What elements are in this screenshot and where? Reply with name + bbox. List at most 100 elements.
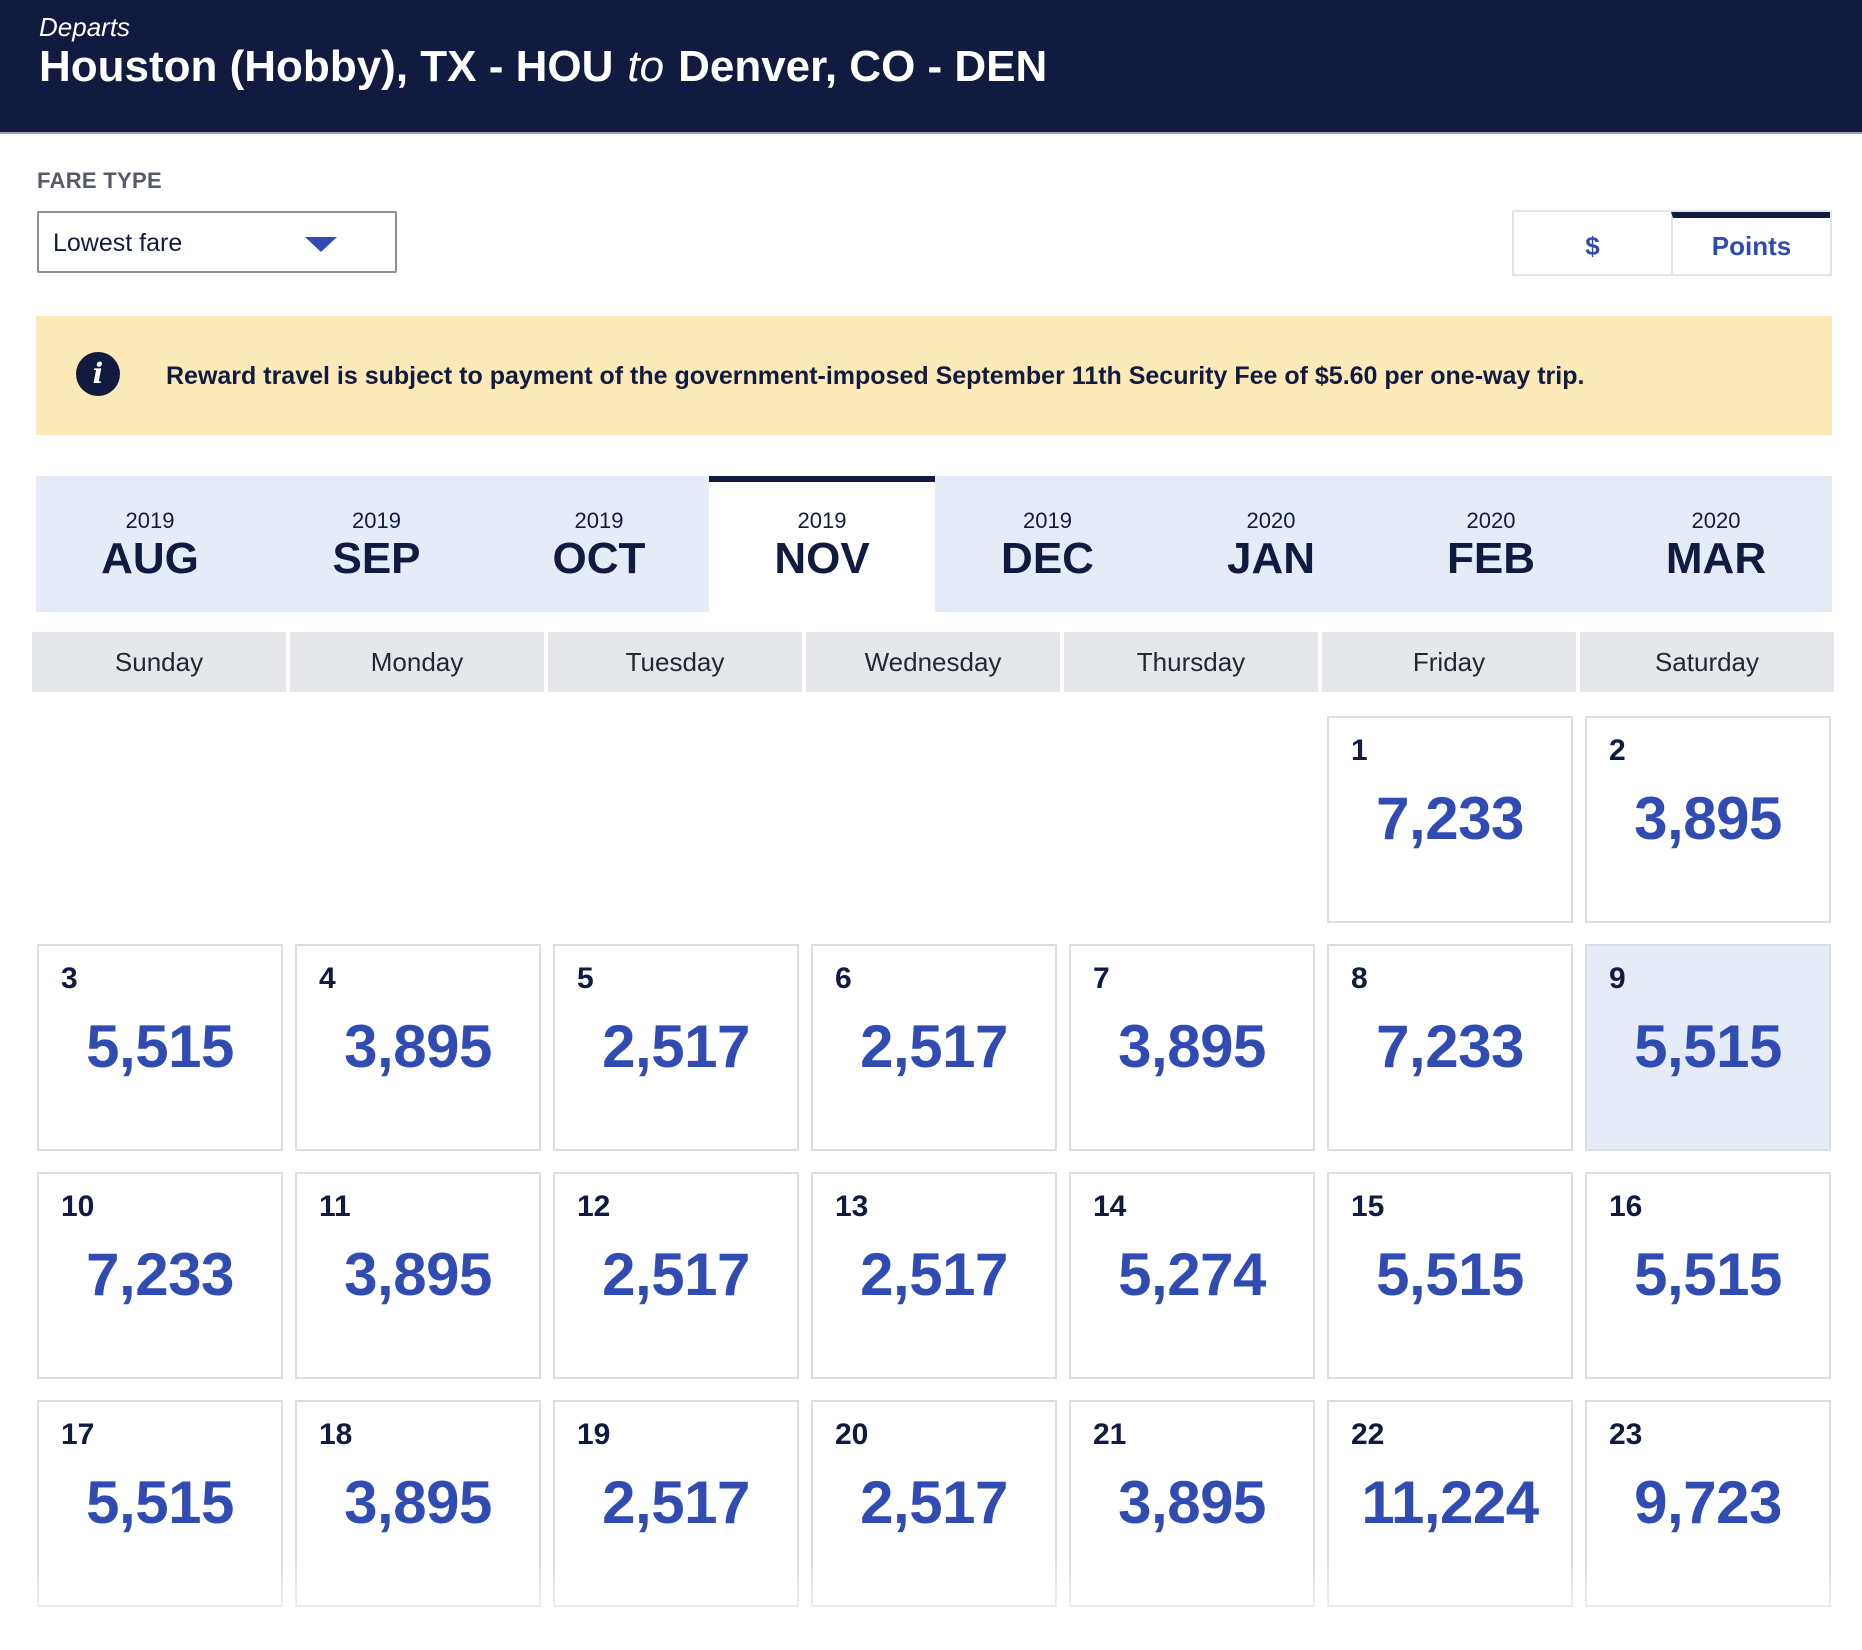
day-price-points: 7,233 <box>86 1241 234 1308</box>
calendar-day-cell[interactable]: 2 3,895 <box>1585 716 1831 923</box>
currency-toggle: $ Points <box>1512 210 1832 276</box>
fare-type-select[interactable]: Lowest fare <box>37 211 397 273</box>
day-price-points: 3,895 <box>1118 1469 1266 1536</box>
points-option[interactable]: Points <box>1671 212 1830 274</box>
calendar-day-cell[interactable]: 18 3,895 <box>295 1400 541 1607</box>
weekday-wednesday: Wednesday <box>806 632 1060 692</box>
day-number: 3 <box>61 962 78 995</box>
day-number: 10 <box>61 1190 95 1223</box>
page-header: Departs Houston (Hobby), TX - HOU to Denve… <box>0 0 1862 134</box>
fare-type-label: FARE TYPE <box>37 168 162 193</box>
weekday-thursday: Thursday <box>1064 632 1318 692</box>
month-tab-year: 2019 <box>1023 508 1072 533</box>
calendar-day-cell[interactable]: 5 2,517 <box>553 944 799 1151</box>
calendar-day-cell[interactable]: 6 2,517 <box>811 944 1057 1151</box>
destination-airport: Denver, CO - DEN <box>678 42 1048 91</box>
day-number: 17 <box>61 1418 95 1451</box>
calendar-day-cell[interactable]: 21 3,895 <box>1069 1400 1315 1607</box>
chevron-down-icon <box>305 237 337 252</box>
month-tab-nov[interactable]: 2019 NOV <box>709 476 935 612</box>
month-tab-name: SEP <box>332 534 421 583</box>
calendar-day-cell[interactable]: 14 5,274 <box>1069 1172 1315 1379</box>
calendar-day-cell[interactable]: 20 2,517 <box>811 1400 1057 1607</box>
day-price-points: 3,895 <box>1634 785 1782 852</box>
month-tab-year: 2020 <box>1691 508 1741 533</box>
month-tab-aug[interactable]: 2019 AUG <box>36 476 264 612</box>
month-tab-oct[interactable]: 2019 OCT <box>489 476 709 612</box>
month-tab-feb[interactable]: 2020 FEB <box>1382 476 1600 612</box>
day-number: 20 <box>835 1418 869 1451</box>
fare-type-value: Lowest fare <box>53 229 183 257</box>
day-price-points: 3,895 <box>1118 1013 1266 1080</box>
month-tab-sep[interactable]: 2019 SEP <box>264 476 489 612</box>
reward-fee-notice: i Reward travel is subject to payment of… <box>36 316 1832 435</box>
day-number: 2 <box>1609 734 1626 767</box>
month-tab-jan[interactable]: 2020 JAN <box>1160 476 1382 612</box>
month-tab-name: NOV <box>774 534 870 583</box>
month-tab-name: FEB <box>1447 534 1535 583</box>
day-price-points: 2,517 <box>602 1241 750 1308</box>
day-price-points: 7,233 <box>1376 785 1524 852</box>
day-number: 4 <box>319 962 336 995</box>
dollars-option[interactable]: $ <box>1585 230 1600 261</box>
departs-label: Departs <box>39 12 131 42</box>
day-number: 13 <box>835 1190 869 1223</box>
month-tab-name: MAR <box>1665 534 1767 583</box>
day-number: 16 <box>1609 1190 1643 1223</box>
calendar-day-cell[interactable]: 16 5,515 <box>1585 1172 1831 1379</box>
day-number: 23 <box>1609 1418 1643 1451</box>
calendar-day-cell[interactable]: 19 2,517 <box>553 1400 799 1607</box>
calendar-day-cell[interactable]: 13 2,517 <box>811 1172 1057 1379</box>
calendar-day-cell[interactable]: 7 3,895 <box>1069 944 1315 1151</box>
calendar-day-cell[interactable]: 15 5,515 <box>1327 1172 1573 1379</box>
day-price-points: 3,895 <box>344 1013 492 1080</box>
calendar-day-cell[interactable]: 4 3,895 <box>295 944 541 1151</box>
month-tab-name: JAN <box>1226 534 1316 583</box>
weekday-saturday: Saturday <box>1580 632 1834 692</box>
day-price-points: 2,517 <box>860 1241 1008 1308</box>
month-tab-mar[interactable]: 2020 MAR <box>1600 476 1832 612</box>
month-tab-name: DEC <box>1001 534 1094 583</box>
calendar-day-cell[interactable]: 8 7,233 <box>1327 944 1573 1151</box>
calendar-day-cell[interactable]: 11 3,895 <box>295 1172 541 1379</box>
calendar-day-cell[interactable]: 22 11,224 <box>1327 1400 1573 1607</box>
month-tab-year: 2019 <box>574 508 624 533</box>
month-tab-name: OCT <box>552 534 646 583</box>
day-price-points: 5,515 <box>1634 1241 1782 1308</box>
day-number: 14 <box>1093 1190 1127 1223</box>
day-price-points: 5,515 <box>1376 1241 1524 1308</box>
day-number: 21 <box>1093 1418 1127 1451</box>
month-selector: 2019 AUG 2019 SEP 2019 OCT 2019 NOV 2019 DEC 2020 J… <box>36 476 1832 612</box>
calendar-day-cell[interactable]: 23 9,723 <box>1585 1400 1831 1607</box>
day-number: 7 <box>1093 962 1110 995</box>
weekday-tuesday: Tuesday <box>548 632 802 692</box>
day-price-points: 9,723 <box>1634 1469 1782 1536</box>
day-number: 15 <box>1351 1190 1385 1223</box>
day-number: 18 <box>319 1418 353 1451</box>
calendar-day-cell[interactable]: 10 7,233 <box>37 1172 283 1379</box>
day-number: 6 <box>835 962 852 995</box>
origin-airport: Houston (Hobby), TX - HOU <box>39 42 614 91</box>
weekday-monday: Monday <box>290 632 544 692</box>
day-price-points: 3,895 <box>344 1241 492 1308</box>
calendar-day-cell[interactable]: 9 5,515 <box>1585 944 1831 1151</box>
day-number: 11 <box>319 1190 351 1223</box>
weekday-friday: Friday <box>1322 632 1576 692</box>
day-price-points: 5,274 <box>1118 1241 1266 1308</box>
day-number: 12 <box>577 1190 611 1223</box>
route-connector: to <box>627 42 665 91</box>
calendar-day-cell[interactable]: 3 5,515 <box>37 944 283 1151</box>
calendar-day-cell[interactable]: 12 2,517 <box>553 1172 799 1379</box>
info-icon: i <box>76 352 120 396</box>
weekday-header: Sunday Monday Tuesday Wednesday Thursday Frid… <box>32 632 1834 692</box>
calendar-day-cell[interactable]: 17 5,515 <box>37 1400 283 1607</box>
day-number: 8 <box>1351 962 1368 995</box>
notice-text: Reward travel is subject to payment of t… <box>166 362 1585 390</box>
day-price-points: 3,895 <box>344 1469 492 1536</box>
calendar-day-cell[interactable]: 1 7,233 <box>1327 716 1573 923</box>
day-number: 19 <box>577 1418 611 1451</box>
month-tab-year: 2019 <box>352 508 401 533</box>
day-price-points: 2,517 <box>860 1469 1008 1536</box>
month-tab-dec[interactable]: 2019 DEC <box>935 476 1160 612</box>
day-price-points: 5,515 <box>86 1469 234 1536</box>
